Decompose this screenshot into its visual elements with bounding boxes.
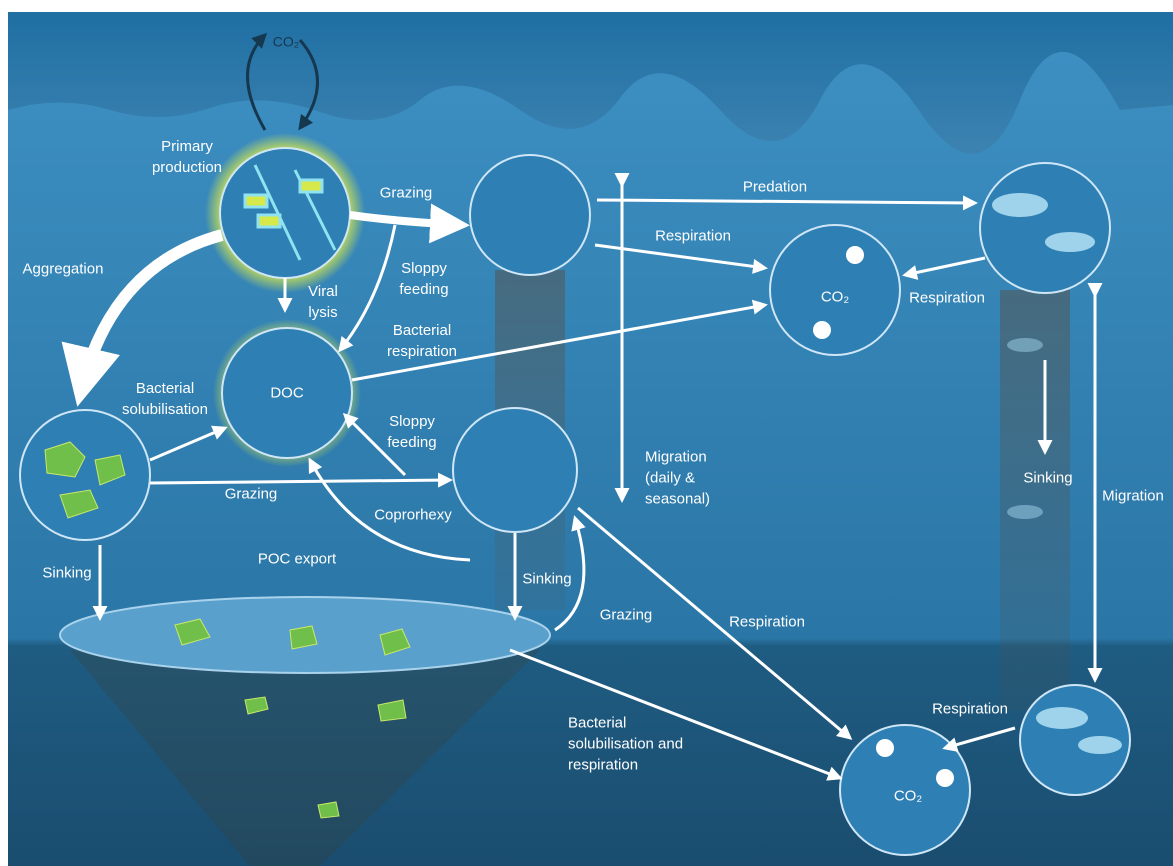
process-label: Grazing [600,605,653,626]
process-label: Viral lysis [308,281,338,323]
process-label: Sinking [1023,468,1072,489]
process-label: Migration (daily & seasonal) [645,447,710,510]
process-label: Respiration [932,699,1008,720]
process-label: POC export [258,549,336,570]
process-label: Bacterial solubilisation and respiration [568,713,683,776]
process-label: Sloppy feeding [387,411,436,453]
process-label: Sloppy feeding [399,258,448,300]
process-label: Migration [1102,486,1164,507]
process-label: Respiration [729,612,805,633]
process-label: Aggregation [23,259,104,280]
process-label: Bacterial solubilisation [122,378,208,420]
diagram: CO₂ Primary production DOC CO₂ CO₂ Grazi… [0,0,1173,866]
process-label: Bacterial respiration [387,320,457,362]
process-label: Sinking [522,569,571,590]
process-label: Coprorhexy [374,505,452,526]
process-label: Grazing [225,484,278,505]
co2-midwater-label: CO₂ [821,287,849,308]
process-label: Respiration [655,226,731,247]
process-label: Grazing [380,183,433,204]
co2-atmosphere-label: CO₂ [273,32,299,53]
process-label: Respiration [909,288,985,309]
process-label: Predation [743,177,807,198]
doc-label: DOC [270,383,303,404]
process-label: Sinking [42,563,91,584]
co2-deep-label: CO₂ [894,786,922,807]
primary-production-label: Primary production [152,136,222,178]
